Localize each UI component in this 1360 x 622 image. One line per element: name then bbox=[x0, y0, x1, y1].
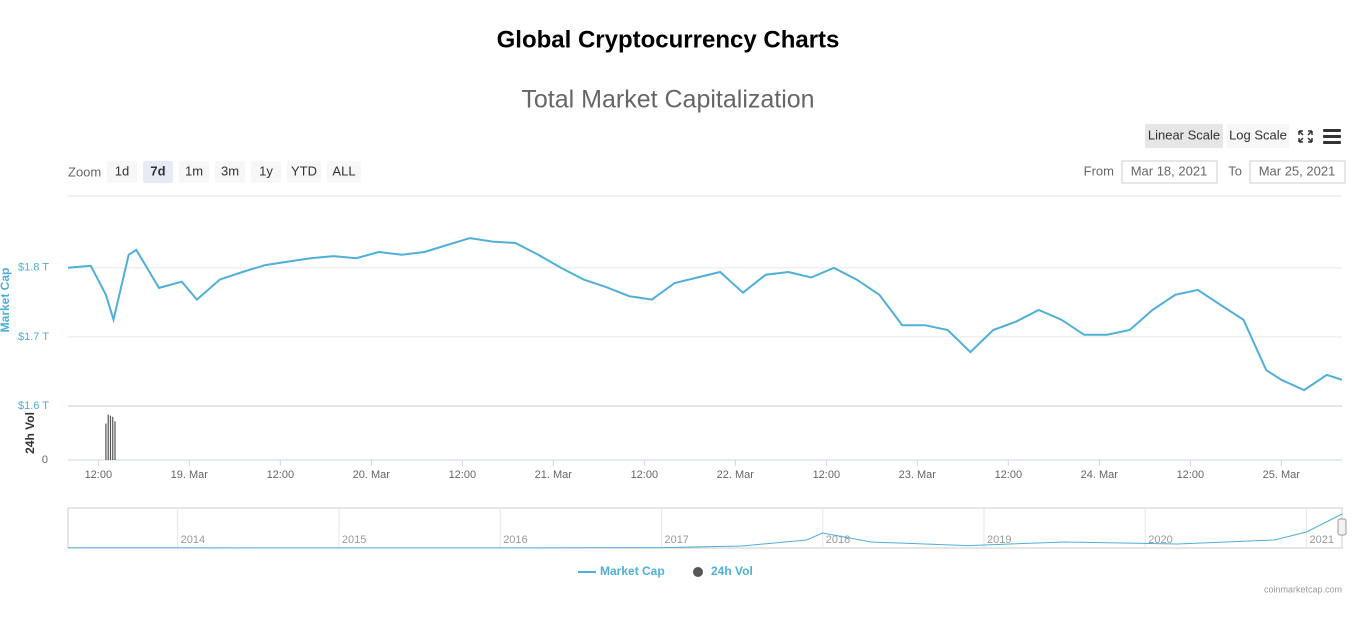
volume-bar bbox=[105, 423, 107, 460]
y2-axis-title: 24h Vol bbox=[23, 412, 37, 454]
from-input[interactable] bbox=[1121, 160, 1218, 184]
zoom-button[interactable] bbox=[107, 161, 137, 183]
y-tick-label: $1.8 T bbox=[18, 262, 49, 274]
credit: coinmarketcap.com bbox=[1264, 584, 1342, 594]
fullscreen-icon[interactable] bbox=[1298, 130, 1313, 143]
x-tick-label: 12:00 bbox=[267, 469, 295, 481]
scale-button-label: Log Scale bbox=[1229, 127, 1287, 142]
x-tick-label: 25. Mar bbox=[1263, 469, 1301, 481]
navigator-tick-label: 2020 bbox=[1148, 534, 1172, 546]
page-title: Global Cryptocurrency Charts bbox=[497, 26, 840, 53]
menu-icon[interactable] bbox=[1323, 129, 1341, 144]
zoom-button-label: 1d bbox=[115, 163, 129, 178]
chart-title: Total Market Capitalization bbox=[521, 86, 814, 114]
navigator-tick-label: 2019 bbox=[987, 534, 1011, 546]
navigator-tick-label: 2015 bbox=[342, 534, 366, 546]
zoom-button-label: YTD bbox=[291, 163, 317, 178]
market-cap-line bbox=[67, 237, 1343, 392]
x-tick-label: 12:00 bbox=[813, 469, 841, 481]
zoom-button-label: 1m bbox=[185, 163, 203, 178]
to-date: Mar 25, 2021 bbox=[1259, 163, 1336, 178]
x-tick-label: 12:00 bbox=[85, 469, 113, 481]
scale-button[interactable] bbox=[1227, 124, 1289, 148]
x-tick-label: 12:00 bbox=[449, 469, 477, 481]
scale-button[interactable] bbox=[1145, 124, 1223, 148]
to-input[interactable] bbox=[1249, 160, 1346, 184]
volume-bar bbox=[112, 416, 114, 460]
x-tick-label: 19. Mar bbox=[171, 469, 209, 481]
navigator-handle[interactable] bbox=[1337, 518, 1347, 536]
legend-dot bbox=[693, 567, 703, 577]
zoom-button-label: ALL bbox=[332, 163, 355, 178]
from-label: From bbox=[1084, 163, 1114, 178]
legend-label[interactable]: Market Cap bbox=[600, 564, 665, 578]
x-tick-label: 12:00 bbox=[631, 469, 659, 481]
navigator-tick-label: 2021 bbox=[1310, 534, 1334, 546]
navigator-tick-label: 2014 bbox=[181, 534, 205, 546]
zoom-button[interactable] bbox=[251, 161, 281, 183]
zoom-label: Zoom bbox=[68, 164, 101, 179]
x-tick-label: 24. Mar bbox=[1081, 469, 1119, 481]
x-tick-label: 12:00 bbox=[1177, 469, 1205, 481]
y2-tick-label: 0 bbox=[42, 454, 48, 466]
x-tick-label: 12:00 bbox=[995, 469, 1023, 481]
zoom-button-label: 7d bbox=[150, 163, 165, 178]
x-tick-label: 23. Mar bbox=[899, 469, 937, 481]
zoom-button-label: 3m bbox=[221, 163, 239, 178]
x-tick-label: 20. Mar bbox=[353, 469, 391, 481]
navigator-tick-label: 2017 bbox=[664, 534, 688, 546]
y-axis-title: Market Cap bbox=[0, 268, 12, 333]
x-tick-label: 21. Mar bbox=[535, 469, 573, 481]
zoom-button-label: 1y bbox=[259, 163, 273, 178]
volume-bar bbox=[107, 414, 109, 460]
legend-label[interactable]: 24h Vol bbox=[711, 564, 753, 578]
scale-button-label: Linear Scale bbox=[1148, 127, 1220, 142]
volume-bar bbox=[114, 421, 116, 460]
zoom-button[interactable] bbox=[215, 161, 245, 183]
zoom-button[interactable] bbox=[143, 161, 173, 183]
y-tick-label: $1.7 T bbox=[18, 331, 49, 343]
zoom-button[interactable] bbox=[327, 161, 361, 183]
zoom-button[interactable] bbox=[179, 161, 209, 183]
navigator-line bbox=[68, 513, 1343, 549]
x-tick-label: 22. Mar bbox=[717, 469, 755, 481]
from-date: Mar 18, 2021 bbox=[1131, 163, 1208, 178]
y-tick-label: $1.6 T bbox=[18, 400, 49, 412]
zoom-button[interactable] bbox=[287, 161, 321, 183]
volume-bar bbox=[109, 415, 112, 460]
to-label: To bbox=[1228, 163, 1242, 178]
navigator-tick-label: 2016 bbox=[503, 534, 527, 546]
